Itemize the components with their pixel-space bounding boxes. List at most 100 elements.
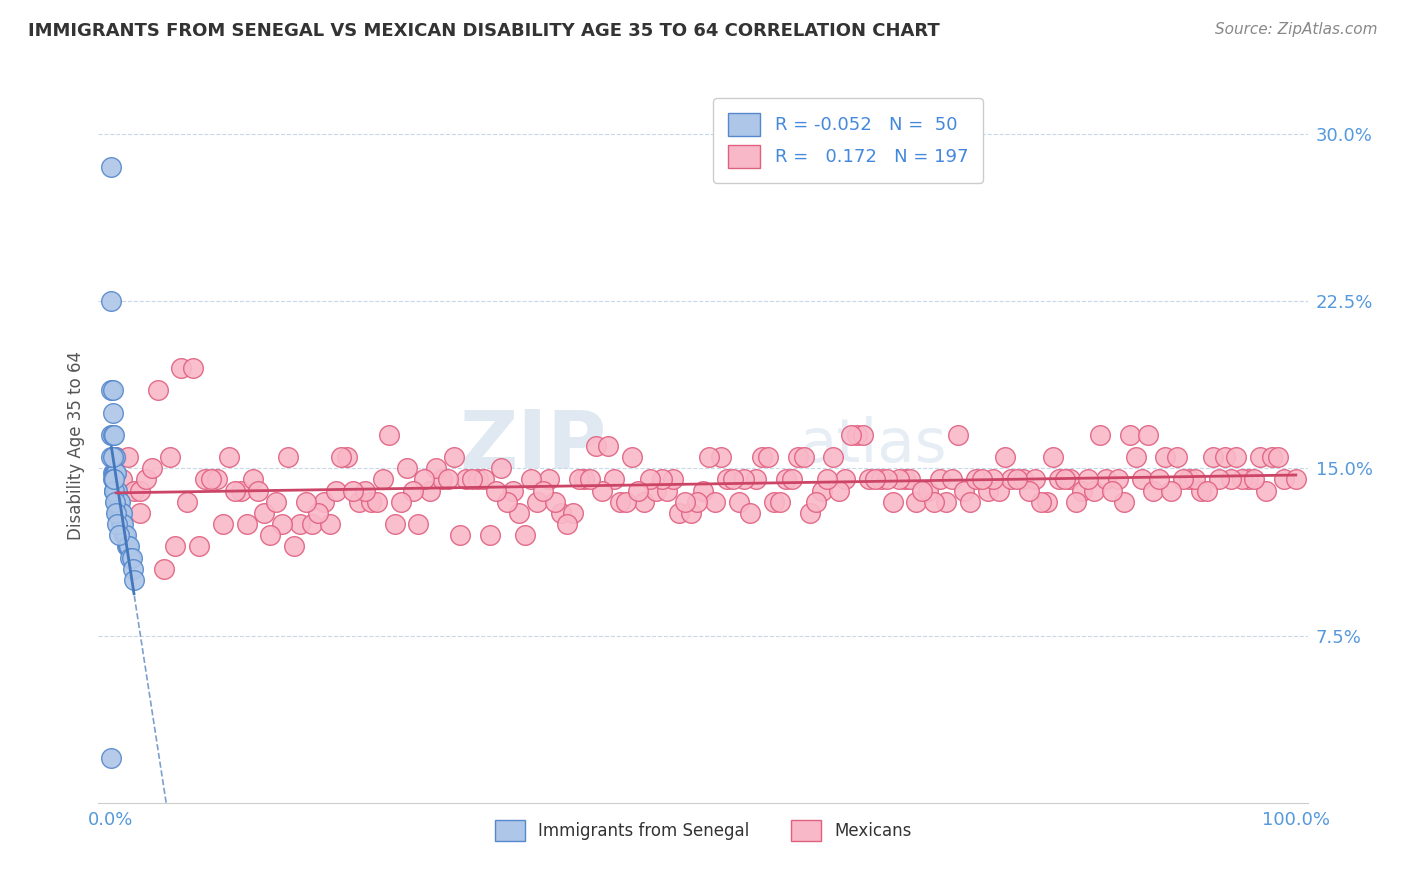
Point [983,473,1005,487]
Point [101,405,124,419]
Point [205,473,228,487]
Point [1142,483,1164,498]
Point [188,539,211,553]
Point [100,427,122,442]
Point [1024,473,1046,487]
Point [103,450,125,464]
Point [105,494,128,508]
Point [104,450,127,464]
Point [141,461,163,475]
Point [371,473,394,487]
Point [614,494,637,508]
Point [170,360,193,375]
Point [110,506,132,520]
Point [526,494,548,508]
Point [107,494,129,508]
Point [911,483,934,498]
Point [887,473,910,487]
Point [1213,450,1236,464]
Point [1219,473,1241,487]
Point [544,494,567,508]
Point [697,450,720,464]
Point [107,528,129,542]
Point [1119,427,1142,442]
Point [1130,473,1153,487]
Point [347,494,370,508]
Point [312,494,335,508]
Point [793,450,815,464]
Point [817,473,839,487]
Point [105,450,128,464]
Point [1154,450,1177,464]
Point [585,439,607,453]
Point [194,473,217,487]
Point [644,483,666,498]
Point [354,483,377,498]
Point [176,494,198,508]
Point [574,473,596,487]
Point [115,539,138,553]
Point [247,483,270,498]
Point [721,473,744,487]
Point [437,473,460,487]
Point [100,293,122,308]
Point [152,562,174,576]
Point [1178,473,1201,487]
Point [941,473,963,487]
Point [716,473,738,487]
Point [159,450,181,464]
Point [212,516,235,531]
Point [413,473,436,487]
Point [360,494,382,508]
Point [935,494,957,508]
Point [491,461,513,475]
Point [395,461,418,475]
Point [111,516,134,531]
Point [104,494,127,508]
Point [104,483,127,498]
Point [710,450,733,464]
Point [858,473,880,487]
Point [103,473,125,487]
Point [828,483,851,498]
Point [408,516,430,531]
Point [200,473,222,487]
Point [342,483,364,498]
Point [103,427,125,442]
Point [1053,473,1076,487]
Point [108,510,131,524]
Point [449,528,471,542]
Point [727,494,749,508]
Y-axis label: Disability Age 35 to 64: Disability Age 35 to 64 [66,351,84,541]
Point [1077,473,1099,487]
Point [110,516,132,531]
Text: atlas: atlas [800,417,948,475]
Point [129,506,152,520]
Point [104,466,127,480]
Point [101,450,124,464]
Point [1059,473,1081,487]
Text: Source: ZipAtlas.com: Source: ZipAtlas.com [1215,22,1378,37]
Point [235,516,257,531]
Point [893,473,915,487]
Point [1136,427,1159,442]
Point [120,550,142,565]
Point [537,473,560,487]
Point [229,483,252,498]
Point [1018,483,1040,498]
Point [946,427,969,442]
Point [673,494,696,508]
Point [454,473,477,487]
Point [224,483,246,498]
Point [325,483,347,498]
Point [105,494,128,508]
Point [101,473,124,487]
Point [419,483,441,498]
Point [633,494,655,508]
Point [834,473,856,487]
Text: ZIP: ZIP [458,407,606,485]
Point [271,516,294,531]
Point [264,494,287,508]
Point [769,494,792,508]
Point [900,473,922,487]
